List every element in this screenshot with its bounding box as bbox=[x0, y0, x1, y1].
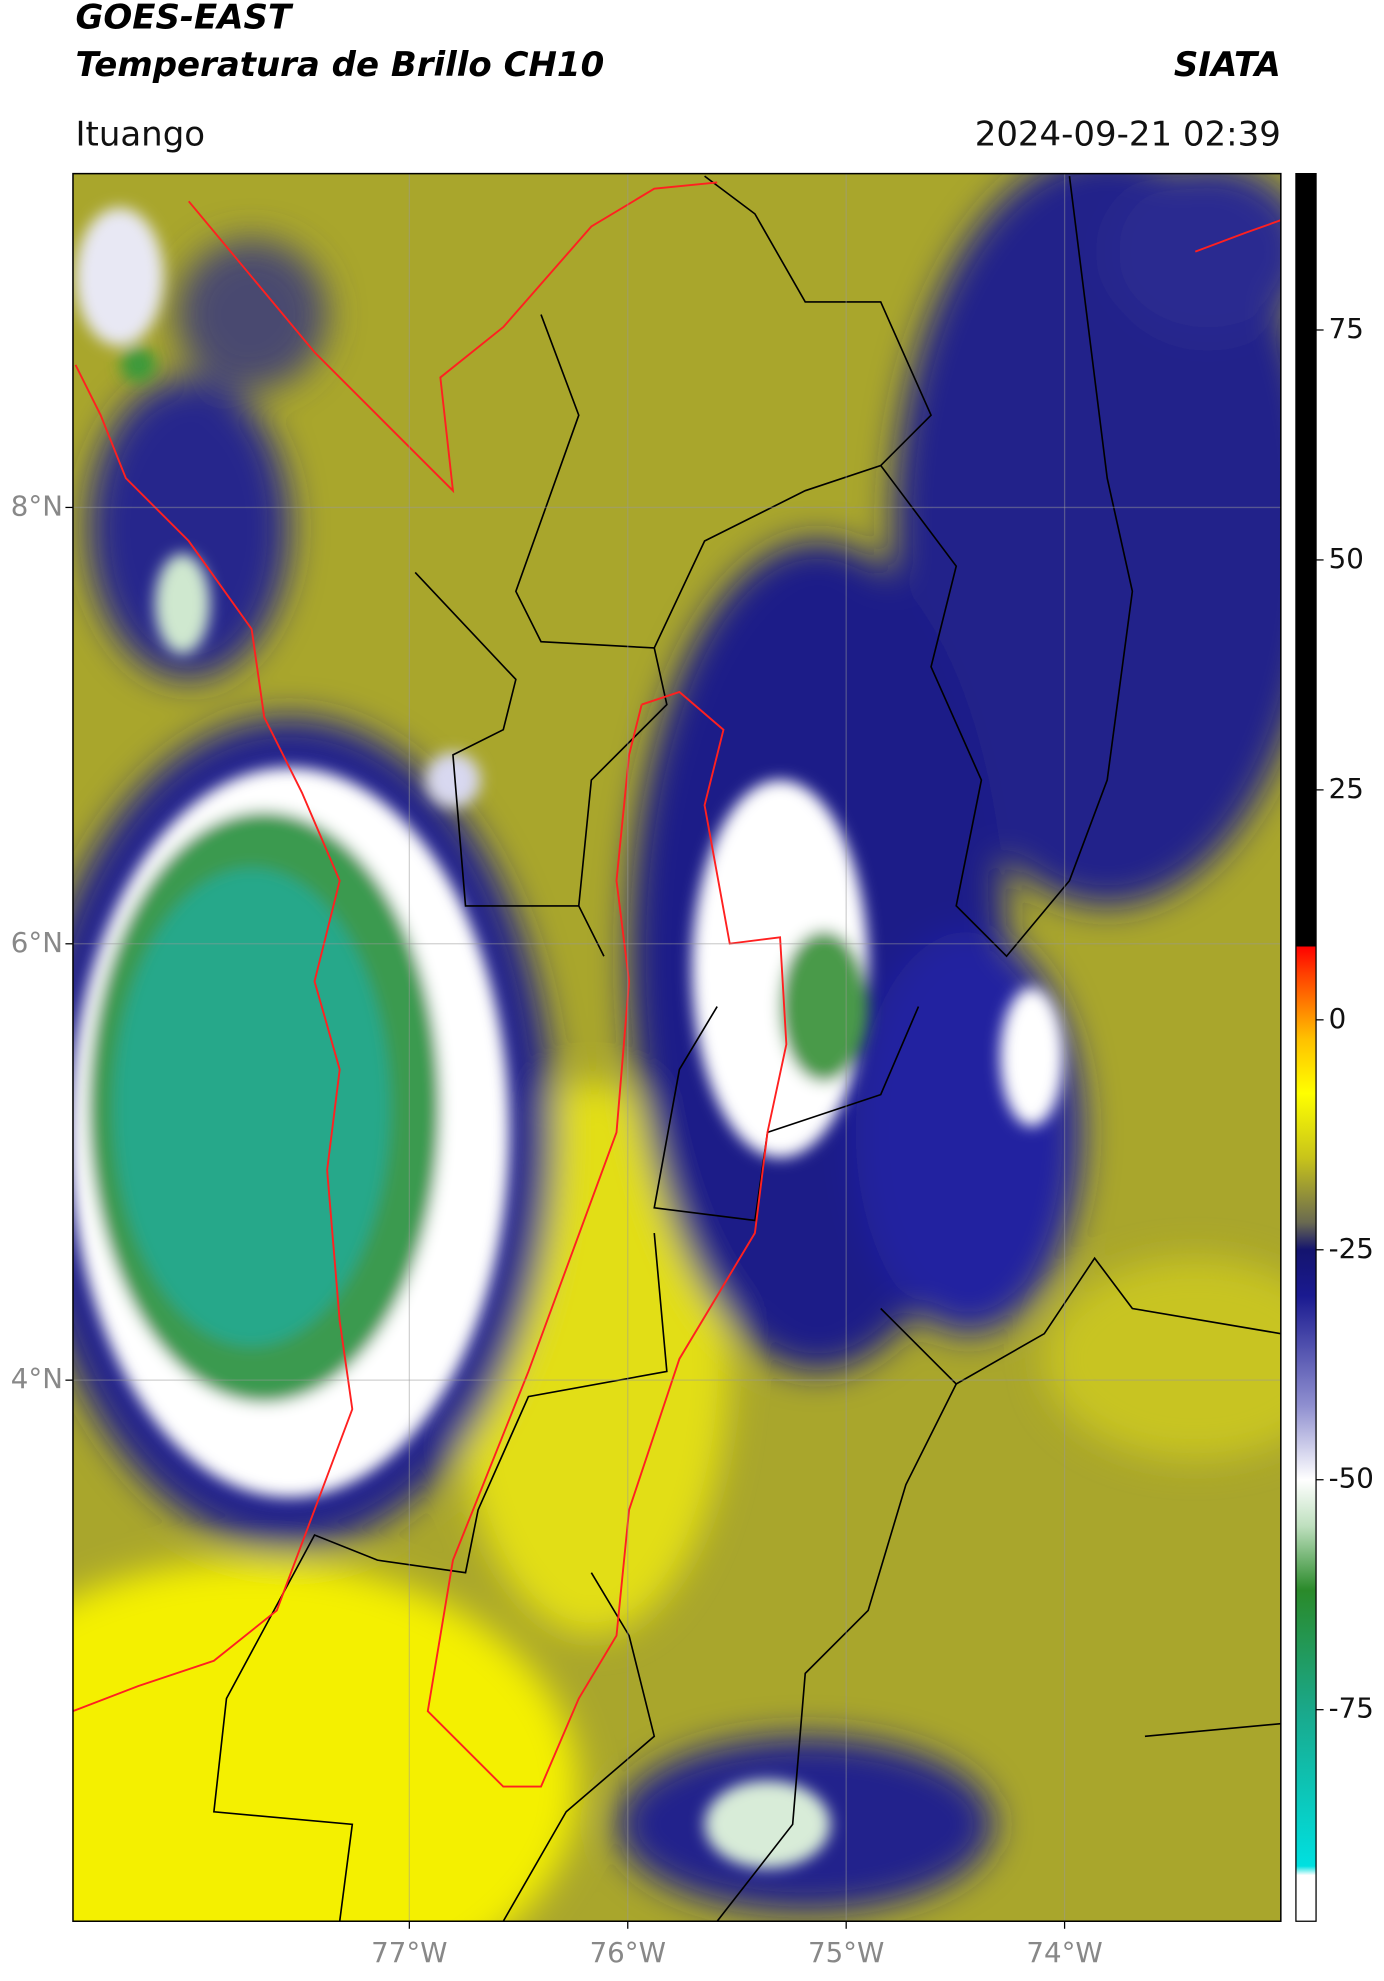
satellite-image bbox=[72, 173, 1281, 1922]
title: GOES-EAST bbox=[75, 0, 293, 37]
map-frame bbox=[72, 172, 1282, 1922]
grid bbox=[72, 173, 1281, 1922]
y-tick-label: 6°N bbox=[11, 926, 63, 959]
source: SIATA bbox=[1174, 45, 1281, 85]
colorbar-tick-label: -75 bbox=[1329, 1692, 1374, 1725]
y-tick-label: 4°N bbox=[11, 1362, 63, 1395]
x-tick-label: 76°W bbox=[590, 1936, 666, 1969]
colorbar-tick-label: -25 bbox=[1329, 1232, 1374, 1265]
colorbar-tick-label: 0 bbox=[1329, 1002, 1347, 1035]
colorbar-tick-label: 50 bbox=[1329, 542, 1364, 575]
colorbar-frame bbox=[1295, 172, 1317, 1922]
colorbar-tick-label: -50 bbox=[1329, 1462, 1374, 1495]
y-tick-label: 8°N bbox=[11, 489, 63, 522]
x-tick-label: 77°W bbox=[371, 1936, 447, 1969]
colorbar bbox=[1295, 173, 1317, 1922]
colorbar-tick-label: 25 bbox=[1329, 772, 1364, 805]
x-tick-label: 74°W bbox=[1026, 1936, 1102, 1969]
location: Ituango bbox=[75, 114, 205, 154]
x-tick-label: 75°W bbox=[808, 1936, 884, 1969]
subtitle: Temperatura de Brillo CH10 bbox=[75, 45, 604, 85]
colorbar-tick-label: 75 bbox=[1329, 312, 1364, 345]
timestamp: 2024-09-21 02:39 bbox=[975, 114, 1281, 154]
